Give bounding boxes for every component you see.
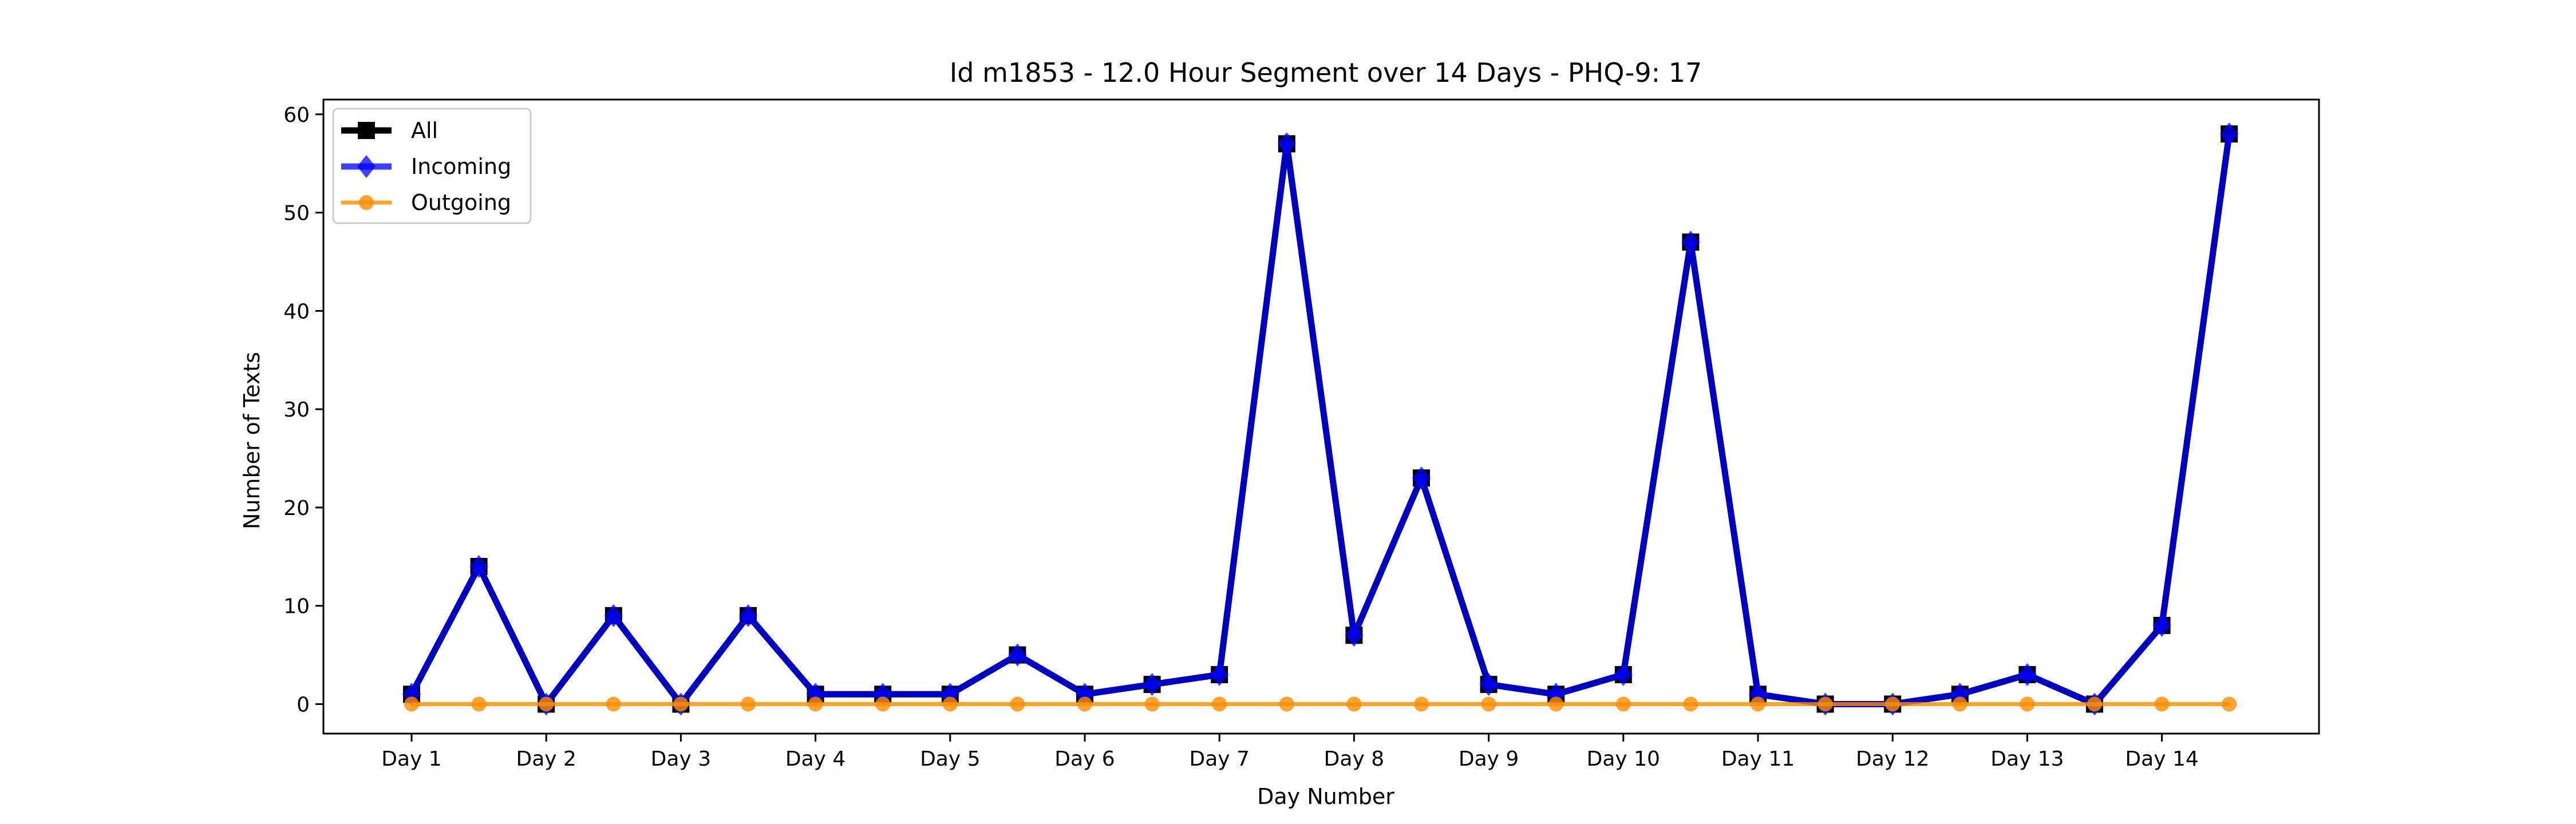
data-point-incoming (469, 554, 488, 578)
legend-label-all: All (411, 118, 438, 143)
x-tick-label: Day 13 (1990, 747, 2064, 771)
data-point-outgoing (1885, 696, 1901, 712)
x-tick-label: Day 2 (516, 747, 576, 771)
data-point-incoming (1210, 663, 1229, 686)
x-tick-label: Day 10 (1587, 747, 1660, 771)
legend: All Incoming Outgoing (332, 108, 532, 224)
data-point-incoming (604, 604, 623, 627)
x-tick-label: Day 3 (651, 747, 711, 771)
data-point-outgoing (2154, 696, 2170, 712)
data-point-outgoing (539, 696, 554, 712)
data-point-incoming (2018, 663, 2037, 686)
data-point-outgoing (404, 696, 419, 712)
legend-marker-outgoing (359, 195, 374, 210)
series-line-incoming (409, 133, 2233, 707)
y-tick-label: 10 (283, 595, 310, 619)
data-point-outgoing (1414, 696, 1429, 712)
y-tick-label: 60 (283, 104, 310, 127)
data-point-outgoing (1548, 696, 1564, 712)
data-point-outgoing (2087, 696, 2102, 712)
data-point-outgoing (1615, 696, 1631, 712)
data-point-outgoing (1683, 696, 1698, 712)
data-point-outgoing (2020, 696, 2035, 712)
legend-label-outgoing: Outgoing (411, 190, 511, 215)
x-tick-label: Day 8 (1324, 747, 1384, 771)
data-point-outgoing (1279, 696, 1294, 712)
data-point-incoming (1345, 624, 1364, 647)
data-point-outgoing (1346, 696, 1362, 712)
data-point-incoming (1479, 673, 1498, 696)
x-tick-label: Day 1 (381, 747, 441, 771)
chart-title: Id m1853 - 12.0 Hour Segment over 14 Day… (950, 57, 1702, 88)
data-point-outgoing (1751, 696, 1765, 712)
data-point-incoming (1681, 231, 1700, 254)
legend-marker-all (358, 122, 375, 139)
data-point-outgoing (741, 696, 756, 712)
x-tick-label: Day 12 (1856, 747, 1929, 771)
data-point-outgoing (1212, 696, 1227, 712)
plot-area (402, 122, 2239, 716)
series-line-all (409, 133, 2233, 707)
plot-frame (322, 98, 2320, 735)
data-point-incoming (1143, 673, 1161, 696)
data-point-outgoing (1144, 696, 1160, 712)
x-tick-label: Day 11 (1721, 747, 1795, 771)
y-tick-label: 20 (283, 497, 310, 520)
x-tick-label: Day 5 (920, 747, 980, 771)
data-point-incoming (2220, 122, 2239, 146)
data-point-outgoing (1952, 696, 1967, 712)
legend-marker-incoming (357, 155, 376, 178)
data-point-incoming (1614, 663, 1633, 686)
x-tick-label: Day 9 (1459, 747, 1519, 771)
data-point-outgoing (1010, 696, 1025, 712)
data-point-incoming (1277, 132, 1296, 156)
y-tick-label: 0 (297, 693, 310, 716)
data-point-incoming (739, 604, 757, 627)
data-point-outgoing (1077, 696, 1092, 712)
axis-ticks: 0 10 20 30 40 50 60 Day 1 Day 2 Day 3 Day 4 Day 5 Da… (283, 104, 2199, 771)
data-point-outgoing (808, 696, 823, 712)
data-point-outgoing (606, 696, 621, 712)
data-point-outgoing (875, 696, 891, 712)
data-point-outgoing (1818, 696, 1833, 712)
y-tick-label: 40 (283, 300, 310, 323)
x-tick-label: Day 14 (2125, 747, 2198, 771)
data-point-incoming (1412, 466, 1431, 490)
x-tick-label: Day 4 (785, 747, 846, 771)
y-tick-label: 50 (283, 202, 310, 225)
data-point-outgoing (673, 696, 689, 712)
data-point-incoming (1008, 643, 1027, 667)
data-point-outgoing (1481, 696, 1496, 712)
x-axis-title: Day Number (1257, 784, 1394, 809)
x-tick-label: Day 7 (1189, 747, 1249, 771)
data-point-outgoing (2222, 696, 2237, 712)
legend-label-incoming: Incoming (411, 154, 511, 179)
x-tick-label: Day 6 (1054, 747, 1115, 771)
data-point-outgoing (471, 696, 487, 712)
y-tick-label: 30 (283, 398, 310, 422)
data-point-outgoing (942, 696, 958, 712)
legend-box (332, 108, 532, 224)
data-point-incoming (2152, 614, 2171, 637)
y-axis-title: Number of Texts (239, 352, 264, 529)
